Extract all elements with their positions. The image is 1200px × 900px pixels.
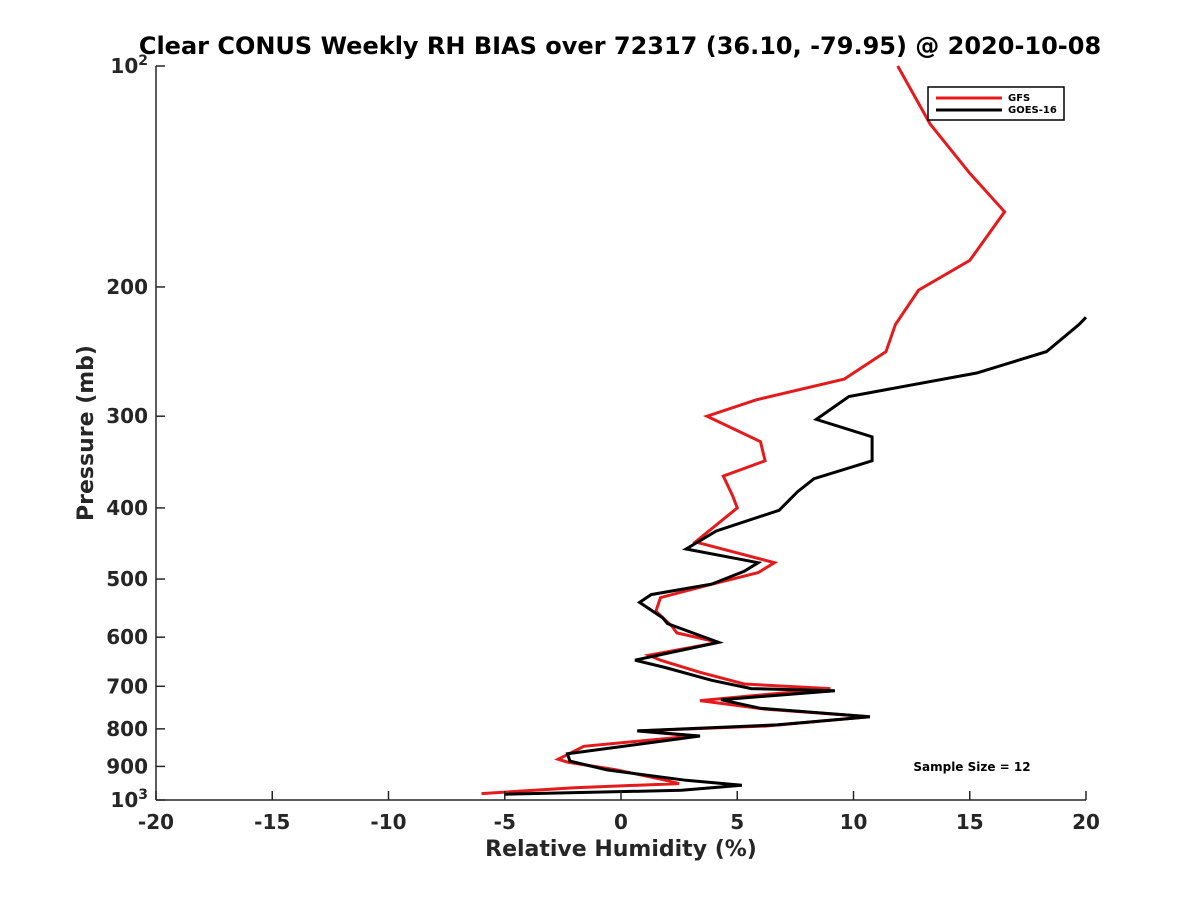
series-line-gfs: [481, 65, 1007, 796]
x-tick-label: -5: [494, 810, 516, 834]
x-axis-label: Relative Humidity (%): [485, 837, 757, 862]
chart-title: Clear CONUS Weekly RH BIAS over 72317 (3…: [139, 32, 1101, 60]
legend-box: [927, 86, 1065, 121]
x-tick-label: 5: [730, 810, 744, 834]
y-axis: 102 200 300 400 500 600 700 800 900 103: [106, 53, 165, 812]
plot-area: [155, 66, 1086, 801]
y-tick-label: 500: [106, 567, 148, 591]
y-tick-label: 102: [110, 53, 148, 78]
series-line-goes-16: [504, 316, 1088, 796]
x-tick-label: 0: [614, 810, 628, 834]
y-tick-label: 400: [106, 496, 148, 520]
y-tick-label: 103: [110, 787, 148, 812]
y-tick-label: 200: [106, 275, 148, 299]
x-axis: -20 -15 -10 -5 0 5 10 15 20: [138, 791, 1100, 834]
x-tick-label: -10: [370, 810, 406, 834]
legend-label-gfs: GFS: [1008, 93, 1030, 104]
x-tick-label: 20: [1072, 810, 1100, 834]
y-tick-label: 800: [106, 717, 148, 741]
x-tick-label: 10: [840, 810, 868, 834]
y-tick-label: 900: [106, 754, 148, 778]
y-axis-label: Pressure (mb): [74, 345, 99, 521]
legend-label-goes16: GOES-16: [1008, 105, 1057, 116]
x-tick-label: -20: [138, 810, 174, 834]
x-tick-label: -15: [254, 810, 290, 834]
y-tick-label: 600: [106, 625, 148, 649]
x-tick-label: 15: [956, 810, 984, 834]
legend: GFS GOES-16: [927, 86, 1065, 121]
y-tick-label: 700: [106, 674, 148, 698]
y-tick-label: 300: [106, 404, 148, 428]
series-layer: [481, 65, 1088, 796]
sample-size-annotation: Sample Size = 12: [913, 760, 1030, 774]
